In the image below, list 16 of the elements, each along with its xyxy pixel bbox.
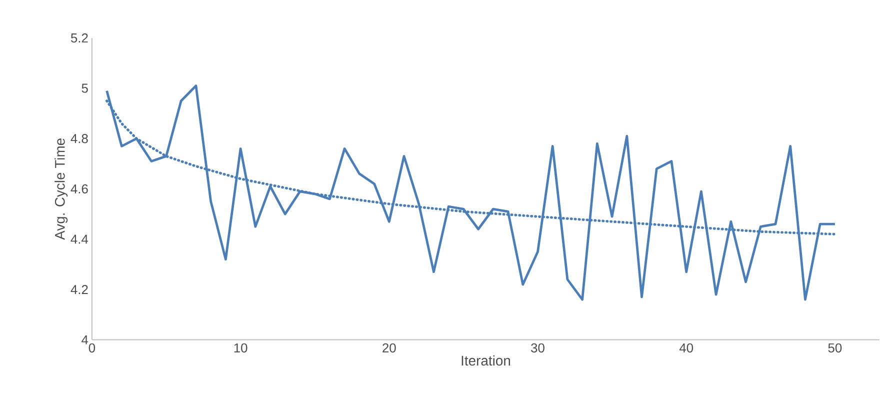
x-tick-label: 30 <box>531 343 544 353</box>
y-tick-label: 4.2 <box>70 285 88 294</box>
y-tick-label: 4.4 <box>70 234 88 244</box>
x-tick-label: 40 <box>679 343 694 353</box>
x-tick-label: 50 <box>828 343 842 353</box>
y-tick-label: 4.8 <box>70 134 88 144</box>
x-tick-label: 0 <box>88 343 96 353</box>
y-tick-label: 4 <box>82 335 88 344</box>
y-tick-label: 5.2 <box>70 34 88 43</box>
y-axis-title: Avg. Cycle Time <box>54 138 68 240</box>
x-tick-label: 20 <box>382 343 396 353</box>
x-axis-title: Iteration <box>462 355 510 366</box>
line-series <box>106 84 836 301</box>
y-tick-label: 4.6 <box>70 184 88 194</box>
x-tick-label: 10 <box>234 343 248 353</box>
y-tick-label: 5 <box>82 84 88 93</box>
